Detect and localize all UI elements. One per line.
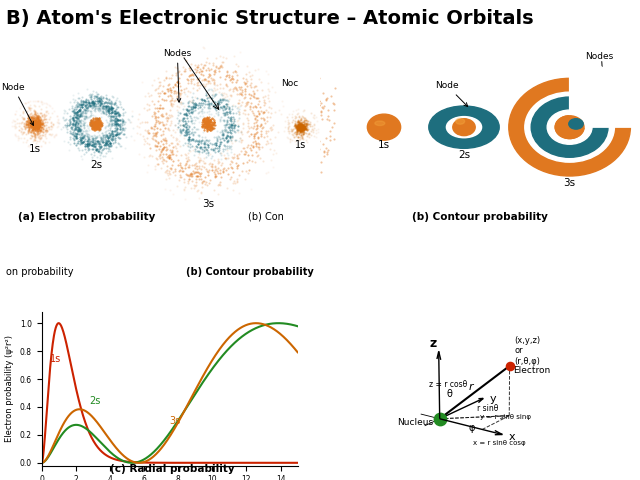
Ellipse shape xyxy=(447,117,482,138)
Ellipse shape xyxy=(525,92,614,162)
Text: Nodes: Nodes xyxy=(163,48,191,102)
Ellipse shape xyxy=(556,116,584,139)
Wedge shape xyxy=(570,59,637,127)
Y-axis label: Electron probability (ψ²r²): Electron probability (ψ²r²) xyxy=(5,336,14,442)
Text: 1s: 1s xyxy=(29,144,41,154)
Ellipse shape xyxy=(509,78,630,176)
Ellipse shape xyxy=(547,110,592,144)
Text: 3s: 3s xyxy=(170,416,181,426)
Text: (b) Contour probability: (b) Contour probability xyxy=(412,212,548,222)
Text: Noc: Noc xyxy=(281,80,298,88)
Text: B) Atom's Electronic Structure – Atomic Orbitals: B) Atom's Electronic Structure – Atomic … xyxy=(6,9,534,28)
Text: (a) Electron probability: (a) Electron probability xyxy=(18,212,155,222)
Ellipse shape xyxy=(531,97,608,157)
Ellipse shape xyxy=(556,116,584,139)
Text: (b) Contour probability: (b) Contour probability xyxy=(186,267,314,277)
Ellipse shape xyxy=(367,114,401,140)
Text: (c) Radial probability: (c) Radial probability xyxy=(111,464,235,474)
Text: 1s: 1s xyxy=(50,354,61,364)
Text: 2s: 2s xyxy=(458,150,470,160)
Ellipse shape xyxy=(456,119,465,124)
Ellipse shape xyxy=(453,119,476,136)
Text: 3s: 3s xyxy=(564,178,575,188)
Text: Nodes: Nodes xyxy=(586,52,614,96)
Text: on probability: on probability xyxy=(6,267,74,277)
Ellipse shape xyxy=(569,119,583,129)
Text: (b) Con: (b) Con xyxy=(248,212,284,222)
Text: 2s: 2s xyxy=(90,160,102,170)
Ellipse shape xyxy=(375,121,385,126)
Text: Node: Node xyxy=(435,81,468,107)
Text: Node: Node xyxy=(2,83,33,125)
Text: 1s: 1s xyxy=(295,140,307,150)
Ellipse shape xyxy=(429,106,499,148)
Text: 3s: 3s xyxy=(202,199,214,209)
Text: 2s: 2s xyxy=(90,396,100,406)
Text: 1s: 1s xyxy=(378,140,390,150)
